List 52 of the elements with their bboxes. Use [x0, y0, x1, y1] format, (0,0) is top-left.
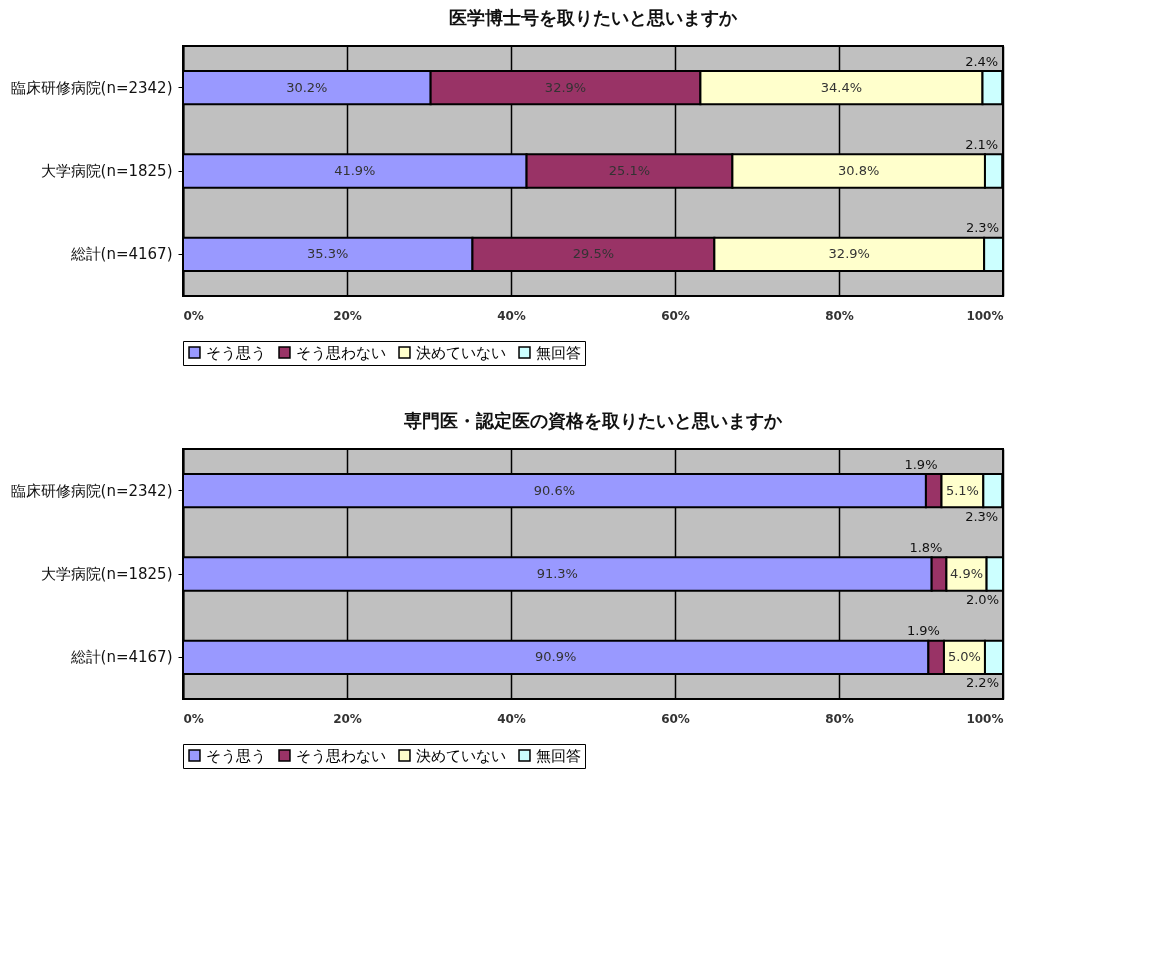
- data-label: 1.8%: [909, 540, 943, 555]
- data-label: 2.0%: [965, 592, 999, 607]
- y-tick-label: 大学病院(n=1825): [40, 565, 173, 583]
- y-tick-label: 総計(n=4167): [69, 245, 173, 264]
- x-tick-label: 40%: [497, 308, 526, 323]
- x-tick-label: 20%: [333, 711, 362, 726]
- data-label: 2.3%: [965, 220, 999, 236]
- data-label: 2.2%: [965, 675, 999, 691]
- x-tick-label: 20%: [333, 308, 362, 323]
- data-label: 34.4%: [820, 79, 863, 95]
- data-label: 30.2%: [286, 79, 328, 95]
- y-tick-label: 臨床研修病院(n=2342): [10, 78, 173, 97]
- x-tick-label: 40%: [497, 711, 526, 726]
- data-label: 35.3%: [307, 246, 349, 262]
- data-label: 91.3%: [536, 566, 578, 581]
- x-tick-label: 60%: [661, 711, 690, 726]
- data-label: 2.1%: [965, 137, 999, 152]
- data-label: 5.0%: [947, 649, 981, 665]
- x-tick-label: 100%: [966, 711, 1004, 726]
- data-label: 2.3%: [965, 508, 999, 524]
- legend-label: 決めていない: [416, 343, 506, 362]
- data-label: 29.5%: [572, 246, 615, 262]
- legend-label: 無回答: [536, 343, 581, 362]
- chart-title: 医学博士号を取りたいと思いますか: [449, 7, 738, 28]
- data-label: 41.9%: [334, 163, 376, 178]
- y-tick-label: 総計(n=4167): [69, 648, 173, 667]
- legend-label: 決めていない: [416, 746, 506, 765]
- data-label: 2.4%: [965, 53, 999, 69]
- legend-label: そう思う: [206, 746, 266, 765]
- data-label: 25.1%: [608, 163, 651, 178]
- x-tick-label: 80%: [825, 308, 854, 323]
- data-label: 1.9%: [904, 456, 938, 472]
- legend-label: そう思わない: [296, 746, 386, 765]
- y-tick-label: 大学病院(n=1825): [40, 162, 173, 180]
- legend-label: そう思う: [206, 343, 266, 362]
- data-label: 5.1%: [945, 482, 979, 498]
- x-tick-label: 0%: [183, 711, 204, 726]
- data-label: 90.6%: [533, 482, 576, 498]
- y-tick-label: 臨床研修病院(n=2342): [10, 481, 173, 500]
- x-tick-label: 0%: [183, 308, 204, 323]
- chart-title: 専門医・認定医の資格を取りたいと思いますか: [403, 410, 783, 431]
- data-label: 32.9%: [828, 246, 870, 262]
- x-tick-label: 80%: [825, 711, 854, 726]
- data-label: 1.9%: [906, 623, 940, 639]
- data-label: 30.8%: [838, 163, 880, 178]
- x-tick-label: 60%: [661, 308, 690, 323]
- legend-label: 無回答: [536, 746, 581, 765]
- data-label: 90.9%: [535, 649, 577, 665]
- legend-label: そう思わない: [296, 343, 386, 362]
- data-label: 4.9%: [949, 566, 984, 581]
- x-tick-label: 100%: [966, 308, 1004, 323]
- data-label: 32.9%: [544, 79, 587, 95]
